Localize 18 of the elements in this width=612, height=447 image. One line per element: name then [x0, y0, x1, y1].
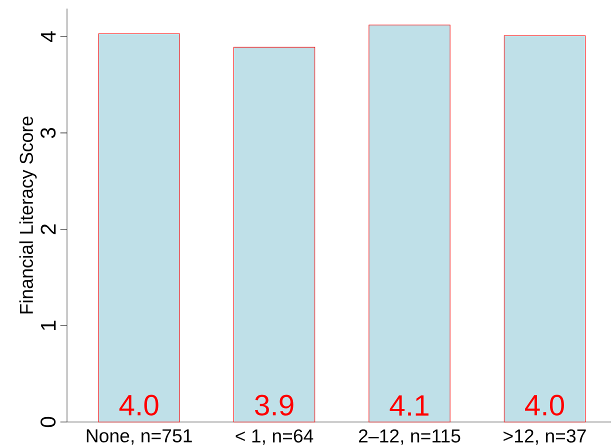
- y-tick-label: 3: [40, 128, 56, 138]
- y-axis-title: Financial Literacy Score: [19, 116, 37, 314]
- bar: [233, 46, 316, 422]
- data-label: 4.0: [119, 394, 158, 416]
- data-label: 3.9: [255, 394, 294, 416]
- x-tick-label: None, n=751: [86, 429, 192, 445]
- bar: [368, 24, 450, 422]
- x-tick-label: 2–12, n=115: [358, 429, 460, 445]
- data-label: 4.0: [525, 394, 564, 416]
- bar: [98, 33, 180, 422]
- bar: [504, 35, 586, 422]
- y-tick-label: 2: [40, 224, 56, 234]
- y-tick-label: 0: [40, 416, 56, 428]
- y-tick-label: 1: [40, 320, 56, 330]
- y-tick-label: 4: [40, 31, 56, 42]
- x-tick-label: < 1, n=64: [236, 429, 314, 445]
- x-tick-label: >12, n=37: [504, 429, 586, 445]
- data-label: 4.1: [390, 395, 428, 416]
